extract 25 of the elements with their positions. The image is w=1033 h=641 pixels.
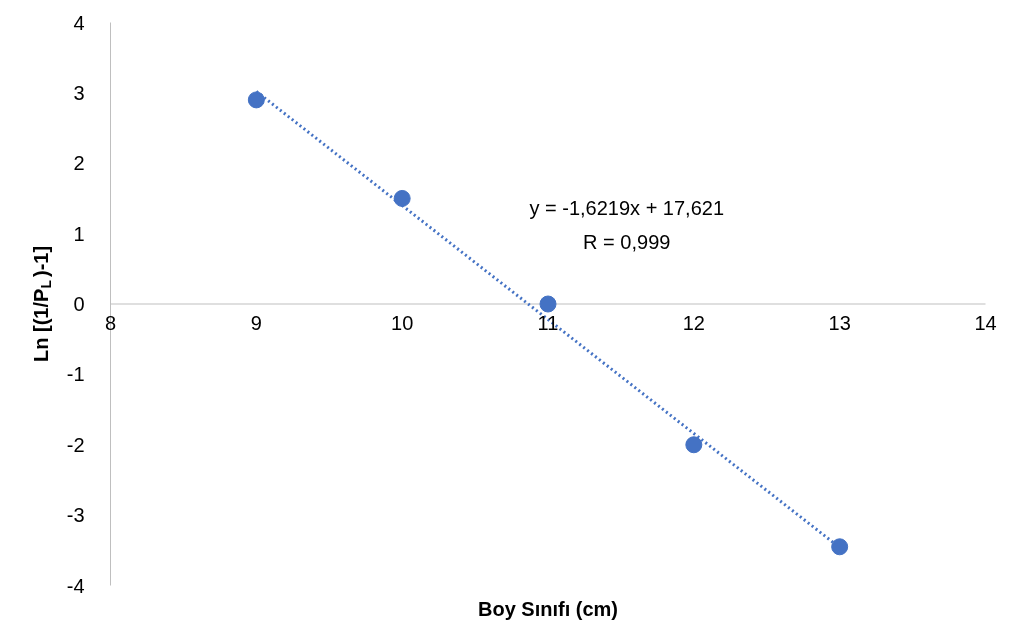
annotation: R = 0,999	[583, 230, 671, 253]
point	[247, 91, 265, 109]
y-tick-label: 3	[73, 81, 85, 104]
point	[685, 436, 703, 454]
y-tick-label: 4	[73, 11, 85, 34]
y-tick-label: 0	[73, 293, 85, 315]
point	[393, 189, 411, 207]
x-tick-label: 9	[250, 312, 262, 334]
y-tick-label: -2	[66, 433, 85, 456]
y-tick-label: -4	[66, 574, 85, 597]
y-axis-title: Ln [(1/PL)-1]	[29, 245, 54, 362]
x-axis-title: Boy Sınıfı (cm)	[478, 597, 619, 620]
y-tick-label: 2	[73, 152, 85, 175]
y-tick-label: -1	[66, 363, 85, 386]
y-tick-label: -3	[66, 504, 85, 527]
x-tick-label: 8	[104, 312, 117, 334]
annotation: y = -1,6219x + 17,621	[529, 197, 725, 220]
point	[831, 538, 849, 556]
y-tick-label: 1	[73, 222, 85, 245]
point	[539, 295, 557, 313]
x-tick-label: 13	[828, 312, 851, 334]
x-tick-label: 12	[682, 312, 705, 334]
x-tick-label: 11	[537, 312, 559, 334]
x-tick-label: 14	[974, 312, 997, 334]
x-tick-label: 10	[391, 312, 414, 334]
